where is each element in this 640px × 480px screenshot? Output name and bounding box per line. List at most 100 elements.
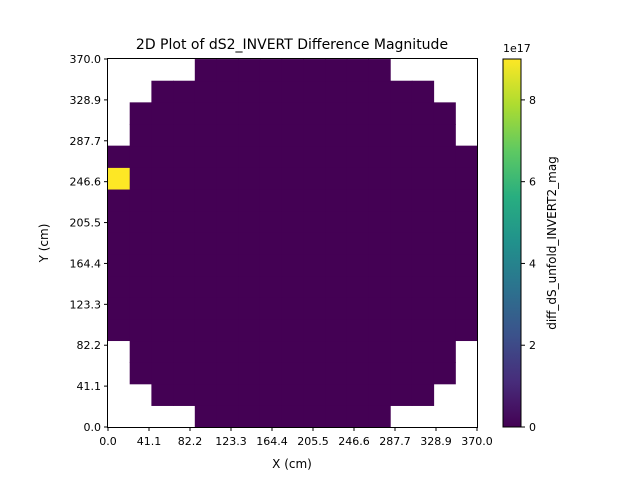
heatmap-cell — [259, 362, 283, 385]
heatmap-cell — [303, 297, 326, 320]
heatmap-cell — [194, 232, 218, 255]
heatmap-cell — [216, 383, 239, 406]
x-tick-label: 287.7 — [379, 435, 411, 448]
heatmap-cell — [151, 340, 174, 363]
heatmap-cell — [346, 59, 370, 82]
heatmap-cell — [325, 297, 348, 320]
heatmap-cell — [346, 167, 370, 190]
y-tick-label: 82.2 — [77, 339, 102, 352]
heatmap-cell — [151, 362, 174, 385]
heatmap-cell — [173, 80, 196, 103]
y-tick-label: 370.0 — [70, 53, 102, 66]
heatmap-cell — [303, 405, 326, 428]
heatmap-cell — [151, 253, 174, 277]
heatmap-cell — [151, 210, 174, 233]
heatmap-cell — [173, 188, 196, 212]
y-tick-label: 123.3 — [70, 298, 102, 311]
heatmap-cell — [281, 102, 304, 125]
heatmap-cell — [411, 232, 435, 255]
heatmap-cell — [368, 253, 391, 277]
heatmap-cell — [173, 167, 196, 190]
x-tick-label: 82.2 — [178, 435, 203, 448]
heatmap-cell — [368, 232, 391, 255]
heatmap-cell — [325, 405, 348, 428]
heatmap-cell — [303, 102, 326, 125]
heatmap-cell — [390, 167, 413, 190]
heatmap-cell — [194, 383, 218, 406]
heatmap-cell — [238, 188, 261, 212]
heatmap-cell — [238, 362, 261, 385]
colorbar-scale-label: 1e17 — [503, 42, 531, 55]
heatmap-cell — [303, 362, 326, 385]
heatmap-cell — [129, 275, 152, 298]
heatmap-cell — [433, 318, 456, 342]
heatmap-cell — [455, 232, 478, 255]
heatmap-cell — [411, 145, 435, 168]
heatmap-cell — [173, 383, 196, 406]
heatmap-cell — [216, 80, 239, 103]
heatmap-cell — [303, 124, 326, 147]
heatmap-cell — [455, 188, 478, 212]
heatmap-cell — [390, 318, 413, 342]
heatmap-cell — [433, 297, 456, 320]
heatmap-cell — [216, 362, 239, 385]
heatmap-cell — [108, 210, 131, 233]
heatmap-cell — [238, 253, 261, 277]
heatmap-cell — [455, 275, 478, 298]
heatmap-cell — [411, 253, 435, 277]
heatmap-cell — [325, 362, 348, 385]
heatmap-cell — [368, 167, 391, 190]
colorbar-tick-label: 2 — [529, 339, 536, 352]
heatmap-cell — [238, 297, 261, 320]
heatmap-cell — [151, 275, 174, 298]
heatmap-cell — [303, 145, 326, 168]
heatmap-cell — [129, 188, 152, 212]
x-axis: 0.0 41.1 82.2 123.3 164.4 205.5 246.6 287.7 328.… — [99, 427, 493, 448]
heatmap-cell — [173, 253, 196, 277]
heatmap-cell — [368, 275, 391, 298]
heatmap-cell — [411, 318, 435, 342]
heatmap-cell — [259, 145, 283, 168]
heatmap-cell — [173, 275, 196, 298]
heatmap-cell — [325, 167, 348, 190]
x-tick-label: 123.3 — [215, 435, 247, 448]
heatmap-cell — [390, 188, 413, 212]
y-tick-label: 41.1 — [77, 380, 102, 393]
heatmap-cell — [281, 318, 304, 342]
heatmap-cell — [455, 210, 478, 233]
heatmap-cell — [346, 253, 370, 277]
heatmap-cell — [433, 362, 456, 385]
heatmap-cell — [216, 232, 239, 255]
heatmap-cell — [173, 210, 196, 233]
heatmap-cell — [151, 383, 174, 406]
y-tick-label: 164.4 — [70, 257, 102, 270]
y-tick-label: 246.6 — [70, 176, 102, 189]
heatmap-cell — [346, 145, 370, 168]
heatmap-cell — [325, 59, 348, 82]
colorbar-label: diff_dS_unfold_INVERT2_mag — [545, 156, 559, 330]
heatmap-cell — [216, 318, 239, 342]
heatmap-cell — [194, 80, 218, 103]
heatmap-cell — [216, 275, 239, 298]
heatmap-cell — [129, 362, 152, 385]
heatmap-cell — [216, 124, 239, 147]
heatmap-cell — [346, 80, 370, 103]
x-tick-label: 41.1 — [137, 435, 162, 448]
heatmap-cell — [303, 383, 326, 406]
heatmap-cell — [281, 210, 304, 233]
heatmap-cell — [216, 145, 239, 168]
x-tick-label: 0.0 — [99, 435, 117, 448]
heatmap-cell — [216, 210, 239, 233]
heatmap-cell — [325, 102, 348, 125]
x-tick-label: 328.9 — [420, 435, 452, 448]
heatmap-cell — [325, 124, 348, 147]
heatmap-cell — [281, 145, 304, 168]
heatmap-cell — [368, 362, 391, 385]
heatmap-cell — [281, 59, 304, 82]
heatmap-cell — [194, 102, 218, 125]
heatmap-cell — [173, 102, 196, 125]
heatmap-cell — [303, 253, 326, 277]
heatmap-cell — [390, 102, 413, 125]
heatmap-cell — [151, 188, 174, 212]
heatmap-cell — [281, 124, 304, 147]
